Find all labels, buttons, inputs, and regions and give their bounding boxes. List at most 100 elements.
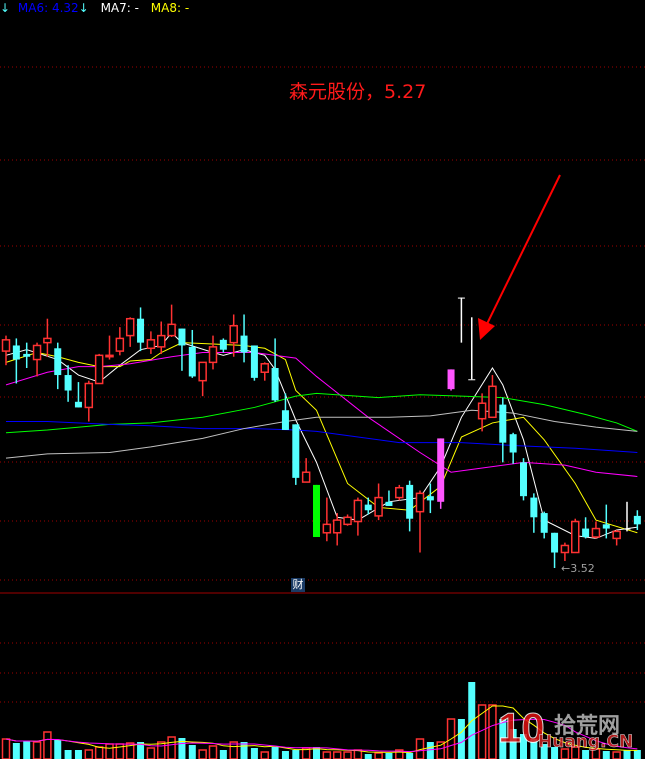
volume-bar xyxy=(395,749,404,759)
candle xyxy=(477,393,487,432)
candle xyxy=(292,424,300,485)
candle-body xyxy=(374,496,383,517)
candle-body xyxy=(64,375,72,391)
candle xyxy=(301,458,311,483)
volume-bar xyxy=(229,741,238,759)
ma6-down-arrow-icon: ↓ xyxy=(78,1,89,15)
volume-bar xyxy=(488,704,497,759)
volume-bar xyxy=(281,751,289,759)
volume-bar xyxy=(540,744,548,759)
volume-bar xyxy=(240,742,248,759)
volume-bar xyxy=(105,743,114,759)
candle-body xyxy=(582,528,590,538)
volume-bar xyxy=(188,745,196,759)
candle xyxy=(468,317,476,381)
candle xyxy=(530,493,538,533)
candle-body xyxy=(146,339,156,350)
volume-bar xyxy=(64,750,72,759)
volume-bar xyxy=(551,747,559,759)
candle-body xyxy=(343,516,352,526)
candle-body xyxy=(281,410,289,430)
candle-body xyxy=(395,486,404,499)
volume-bar xyxy=(84,749,94,759)
candle-body xyxy=(447,369,455,390)
candle xyxy=(84,380,94,422)
candle-body xyxy=(23,353,31,357)
candle xyxy=(250,345,258,381)
candle-body xyxy=(292,424,300,478)
volume-bar xyxy=(12,743,20,759)
candle-body xyxy=(468,379,476,381)
volume-bar xyxy=(313,747,320,759)
watermark-cn: 拾荒网 xyxy=(554,714,621,739)
finance-badge[interactable]: 财 xyxy=(291,578,305,592)
candle xyxy=(623,501,631,532)
candle xyxy=(137,307,145,352)
grid-lines xyxy=(0,66,645,703)
candle xyxy=(332,513,342,546)
candle xyxy=(571,518,580,554)
candle-body xyxy=(301,471,311,483)
candle xyxy=(520,458,527,501)
volume-bar xyxy=(74,750,82,759)
volume-bar xyxy=(530,739,538,759)
candle xyxy=(406,480,414,532)
volume-bar xyxy=(499,719,507,759)
candle xyxy=(12,338,20,384)
candle-body xyxy=(208,346,218,364)
candle xyxy=(612,529,621,546)
volume-bar xyxy=(591,748,601,759)
candle xyxy=(198,361,207,397)
volume-bar xyxy=(633,750,641,759)
candle-body xyxy=(125,317,135,337)
volume-bar xyxy=(582,750,590,759)
volume-bar xyxy=(198,749,207,759)
volume-bar xyxy=(146,747,156,759)
candle xyxy=(271,338,279,402)
ma7-value: MA7: - xyxy=(100,1,139,15)
volume-bar xyxy=(322,751,332,759)
ma-line xyxy=(5,409,638,459)
volume-bar xyxy=(364,754,372,759)
candle-body xyxy=(426,496,434,501)
candle xyxy=(43,318,52,357)
candle xyxy=(488,375,497,419)
ma8-value: MA8: - xyxy=(150,1,190,15)
volume-bar xyxy=(374,752,383,759)
candle xyxy=(540,511,548,539)
candle-body xyxy=(560,544,570,554)
volume-bar xyxy=(219,750,227,759)
volume-bar xyxy=(571,746,580,759)
candle xyxy=(415,490,425,553)
red-arrow xyxy=(478,174,561,340)
candle xyxy=(499,397,507,463)
candle-body xyxy=(240,335,248,353)
candle-body xyxy=(499,404,507,443)
volume-bar xyxy=(43,731,52,759)
candle-body xyxy=(477,402,487,420)
candle-body xyxy=(74,401,82,408)
candle-body xyxy=(322,523,332,534)
volume-bar xyxy=(332,751,342,759)
candle xyxy=(240,314,248,363)
candle-body xyxy=(260,363,269,373)
candle xyxy=(32,342,42,377)
candle xyxy=(229,314,238,357)
volume-bar xyxy=(32,741,42,759)
candle-body xyxy=(488,385,497,419)
candle-body xyxy=(84,382,94,409)
volume-bar xyxy=(178,738,186,759)
volume-ma-line xyxy=(5,718,638,753)
candle-body xyxy=(612,530,621,540)
candle-body xyxy=(633,515,641,525)
candle xyxy=(219,338,227,353)
ma-line xyxy=(6,421,638,454)
candle xyxy=(582,517,590,539)
candle-body xyxy=(167,323,176,337)
candle-body xyxy=(602,524,610,529)
candle-body xyxy=(229,324,238,344)
candle-body xyxy=(509,434,517,453)
candle-body xyxy=(437,438,445,502)
candle xyxy=(1,335,11,366)
